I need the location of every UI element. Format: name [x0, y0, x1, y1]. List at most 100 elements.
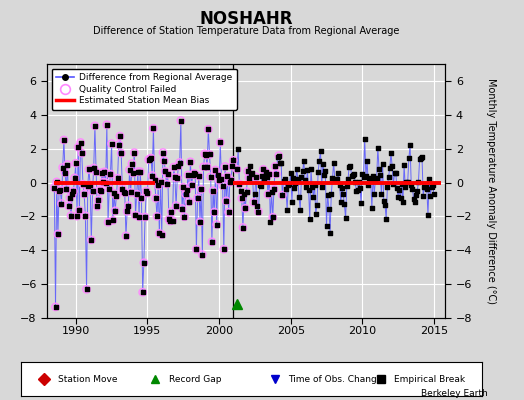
Point — [237, 195, 246, 202]
Point — [316, 148, 325, 154]
Point — [328, 175, 336, 181]
Point — [391, 170, 400, 176]
Point — [386, 165, 394, 171]
Point — [68, 191, 77, 198]
Point — [198, 252, 206, 258]
Point — [276, 159, 284, 166]
Point — [67, 212, 75, 219]
Point — [419, 192, 428, 199]
Point — [138, 289, 147, 296]
Point — [113, 175, 122, 181]
Point — [142, 188, 150, 194]
Point — [112, 192, 121, 199]
Point — [90, 165, 98, 171]
Point — [394, 194, 402, 200]
Point — [173, 175, 181, 181]
Point — [336, 199, 345, 205]
Point — [174, 163, 183, 169]
Point — [249, 199, 258, 206]
Point — [104, 219, 112, 226]
Point — [241, 205, 249, 212]
Point — [54, 231, 62, 237]
Point — [129, 170, 137, 176]
Point — [335, 182, 344, 188]
Point — [213, 221, 221, 228]
Point — [79, 181, 87, 188]
Point — [409, 196, 418, 202]
Point — [160, 157, 168, 164]
Point — [400, 162, 408, 168]
Point — [80, 191, 89, 197]
Point — [290, 185, 299, 191]
Point — [199, 164, 208, 170]
Point — [85, 166, 93, 173]
Point — [346, 163, 355, 169]
Point — [136, 168, 145, 175]
Point — [396, 195, 405, 202]
Point — [342, 215, 350, 222]
Point — [85, 166, 93, 173]
Point — [252, 174, 260, 180]
Point — [135, 214, 143, 220]
Point — [203, 164, 211, 170]
Point — [348, 171, 357, 178]
Point — [163, 171, 172, 177]
Point — [327, 191, 335, 198]
Point — [206, 174, 215, 180]
Point — [105, 185, 113, 192]
Point — [425, 176, 433, 182]
Point — [119, 188, 128, 195]
Point — [282, 186, 290, 193]
Point — [194, 173, 203, 179]
Point — [151, 195, 160, 202]
Point — [222, 198, 231, 204]
Point — [178, 206, 186, 212]
Point — [214, 172, 222, 178]
Point — [93, 203, 102, 210]
Point — [154, 182, 162, 189]
Point — [297, 174, 305, 180]
Point — [428, 184, 436, 190]
Point — [420, 184, 429, 191]
Point — [162, 181, 171, 187]
Point — [220, 246, 228, 252]
Point — [223, 173, 232, 180]
Point — [82, 286, 91, 292]
Point — [287, 169, 295, 176]
Point — [94, 197, 103, 203]
Point — [403, 179, 412, 186]
Point — [154, 182, 162, 189]
Point — [54, 231, 62, 237]
Point — [430, 191, 438, 197]
Point — [102, 180, 110, 186]
Point — [235, 181, 244, 187]
Point — [128, 160, 136, 167]
Point — [112, 192, 121, 199]
Point — [289, 174, 297, 181]
Point — [191, 171, 199, 178]
Point — [320, 172, 329, 178]
Point — [379, 198, 388, 205]
Point — [140, 260, 148, 266]
Point — [219, 182, 227, 189]
Point — [173, 175, 181, 181]
Point — [118, 185, 127, 192]
Point — [171, 174, 179, 181]
Point — [172, 202, 180, 209]
Point — [172, 202, 180, 209]
Point — [364, 181, 373, 188]
Point — [244, 168, 252, 174]
Point — [269, 214, 277, 220]
Point — [256, 182, 264, 188]
Point — [192, 246, 201, 252]
Point — [89, 188, 97, 194]
Point — [166, 218, 174, 224]
Point — [110, 190, 118, 196]
Point — [147, 155, 155, 161]
Point — [252, 174, 260, 180]
Point — [358, 171, 366, 177]
Point — [315, 157, 323, 164]
Point — [103, 122, 111, 128]
Point — [368, 205, 376, 212]
Point — [149, 125, 158, 132]
